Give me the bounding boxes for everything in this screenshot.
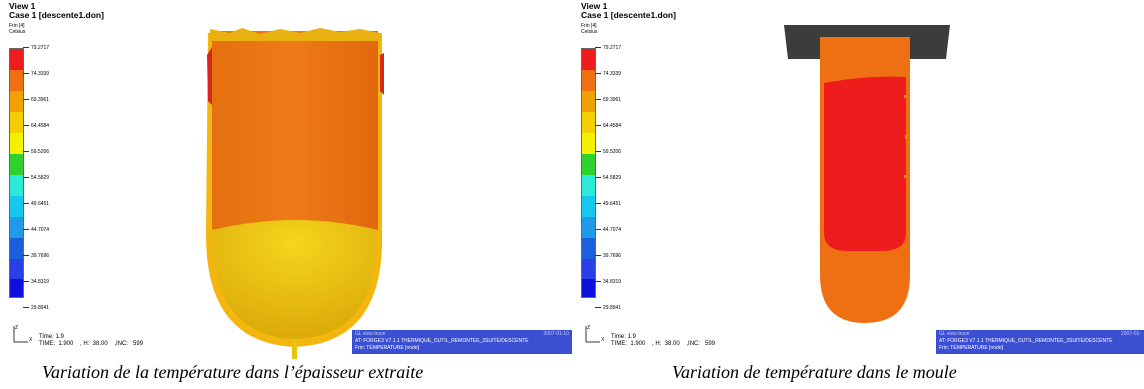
info-date: 2007-01- [1120,331,1141,337]
scale-tick: 44.7074 [23,227,49,233]
color-band [582,259,595,279]
color-band [582,238,595,259]
color-band [10,154,23,175]
legend-field: Frin [4] [581,23,597,29]
color-band [582,279,595,297]
extracted-part-figure [206,28,384,359]
svg-text:Z: Z [587,325,590,331]
info-box: GL view trove 2007-01- AT: FORGE3 V7.1.1 … [936,330,1144,354]
info-at: AT: FORGE3 V7.1.1 THERMIQUE_OUTIL_REMONT… [939,338,1113,344]
view-title: View 1 [9,1,36,11]
scale-tick: 59.5206 [595,149,621,155]
axis-triad-icon: Z X [13,325,33,343]
scale-tick: 34.8319 [23,279,49,285]
scale-tick: 64.4584 [23,123,49,129]
scale-tick: 29.8941 [23,305,49,311]
scale-tick: 54.5829 [23,175,49,181]
scale-tick: 49.6451 [595,201,621,207]
time-details: TIME: 1.900 , H: 38.00 ,INC: 599 [611,341,716,347]
scale-tick: 64.4584 [595,123,621,129]
color-band [10,112,23,133]
viewer-panel-left: View 1 Case 1 [descente1.don] Frin [4] C… [0,0,572,360]
legend-header: Frin [4] Celsius [581,23,598,35]
color-scale-bar [9,48,24,298]
info-at: AT: FORGE3 V7.1.1 THERMIQUE_OUTIL_REMONT… [355,338,529,344]
color-band [582,175,595,196]
viewer-panel-right: View 1 Case 1 [descente1.don] Frin [4] C… [572,0,1144,360]
info-frin: Frin: TEMPERATURE [node] [939,345,1003,351]
scale-tick: 79.2717 [23,45,49,51]
caption-left: Variation de la température dans l’épais… [42,362,424,382]
time-details: TIME: 1.900 , H: 38.00 ,INC: 599 [39,341,144,347]
view-header: View 1 Case 1 [descente1.don] [581,2,676,20]
color-band [10,196,23,217]
color-band [10,91,23,112]
color-band [582,70,595,91]
time-info: Time: 1.9 TIME: 1.900 , H: 38.00 ,INC: 59… [39,334,143,348]
scale-tick: 69.3961 [23,97,49,103]
svg-text:X: X [601,337,605,343]
color-scale-bar [581,48,596,298]
info-viewer: GL view trove [355,331,386,337]
color-band [582,91,595,112]
scale-tick: 29.8941 [595,305,621,311]
svg-text:X: X [29,337,33,343]
color-band [10,279,23,297]
svg-text:Z: Z [15,325,18,331]
scale-tick: 39.7696 [23,253,49,259]
legend-unit: Celsius [9,28,26,35]
case-title: Case 1 [descente1.don] [9,10,104,20]
scale-tick: 34.8319 [595,279,621,285]
scale-tick: 54.5829 [595,175,621,181]
legend-unit: Celsius [581,28,598,35]
scale-tick: 44.7074 [595,227,621,233]
case-title: Case 1 [descente1.don] [581,10,676,20]
time-label: Time: 1.9 [39,334,64,340]
color-band [10,70,23,91]
color-band [10,49,23,70]
color-band [10,133,23,154]
scale-tick: 69.3961 [595,97,621,103]
caption-right: Variation de température dans le moule [672,362,957,382]
color-band [582,112,595,133]
color-band [582,154,595,175]
color-band [10,217,23,238]
info-box: GL view trove 2007-01-10 AT: FORGE3 V7.1.… [352,330,572,354]
mold-figure [784,25,950,323]
legend-field: Frin [4] [9,23,25,29]
scale-tick: 49.6451 [23,201,49,207]
info-date: 2007-01-10 [543,331,569,337]
scale-tick: 79.2717 [595,45,621,51]
color-band [10,238,23,259]
axis-triad-icon: Z X [585,325,605,343]
legend-header: Frin [4] Celsius [9,23,26,35]
color-band [582,217,595,238]
info-frin: Frin: TEMPERATURE [node] [355,345,419,351]
color-band [582,196,595,217]
time-info: Time: 1.9 TIME: 1.900 , H: 38.00 ,INC: 59… [611,334,715,348]
scale-tick: 74.3339 [595,71,621,77]
view-header: View 1 Case 1 [descente1.don] [9,2,104,20]
scale-tick: 59.5206 [23,149,49,155]
view-title: View 1 [581,1,608,11]
info-viewer: GL view trove [939,331,970,337]
color-band [582,49,595,70]
color-band [582,133,595,154]
scale-tick: 74.3339 [23,71,49,77]
time-label: Time: 1.9 [611,334,636,340]
scale-tick: 39.7696 [595,253,621,259]
color-band [10,259,23,279]
color-band [10,175,23,196]
